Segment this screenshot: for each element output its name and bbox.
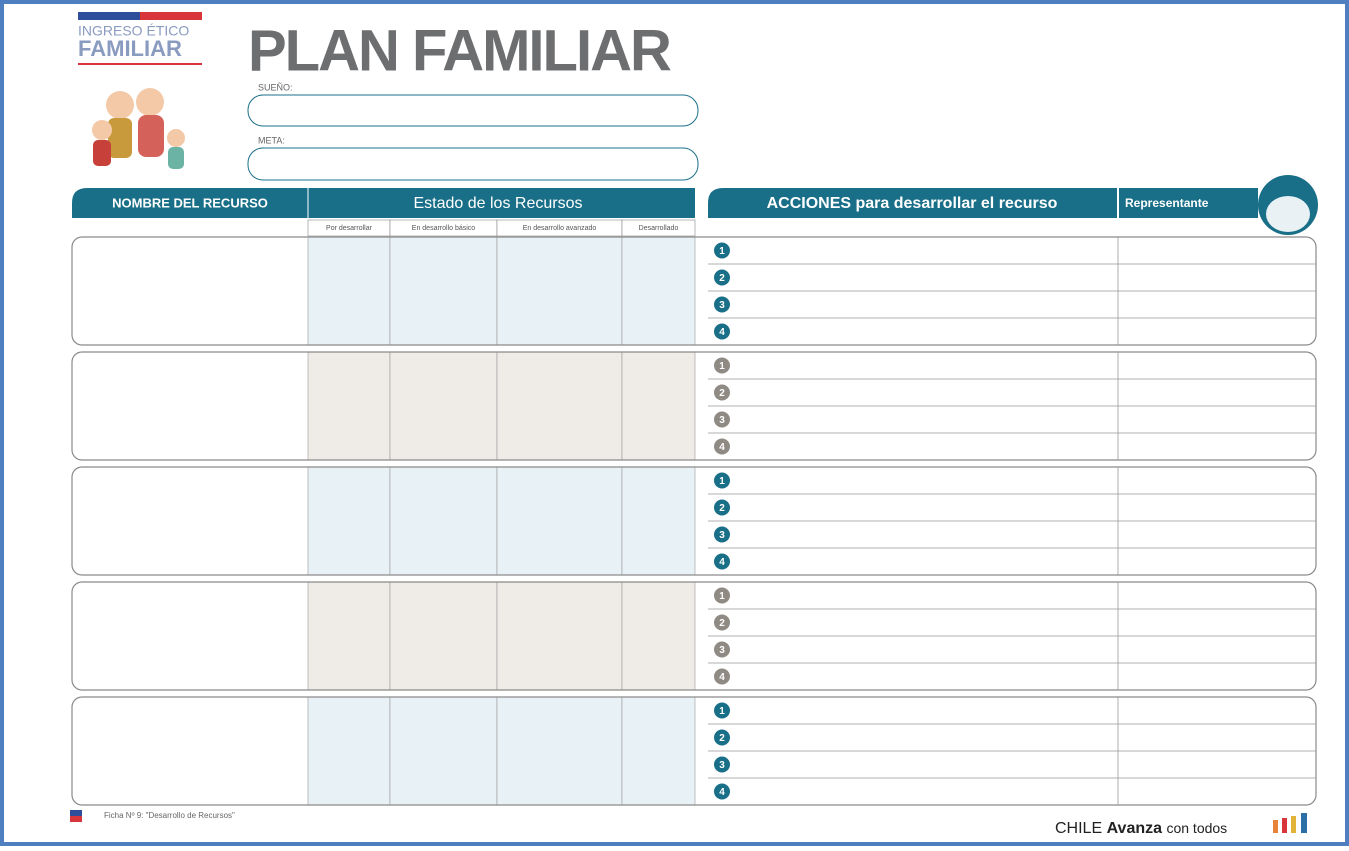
state-cell xyxy=(621,466,696,576)
state-cell xyxy=(307,351,391,461)
action-number: 3 xyxy=(719,415,725,426)
action-bullet xyxy=(714,756,730,773)
action-number: 3 xyxy=(719,300,725,311)
action-bullet xyxy=(714,614,730,631)
action-bullet xyxy=(714,526,730,543)
state-cell xyxy=(307,696,391,806)
state-cell xyxy=(621,236,696,346)
action-number: 1 xyxy=(719,361,725,372)
action-bullet xyxy=(714,553,730,570)
state-cell xyxy=(307,466,391,576)
action-number: 3 xyxy=(719,760,725,771)
state-cell xyxy=(389,466,498,576)
action-bullet xyxy=(714,411,730,428)
action-bullet xyxy=(714,641,730,658)
state-header: Estado de los Recursos xyxy=(414,195,583,212)
dream-field[interactable] xyxy=(247,94,699,127)
action-number: 2 xyxy=(719,618,725,629)
action-bullet xyxy=(714,357,730,374)
goal-field[interactable] xyxy=(247,147,699,181)
flag-blue xyxy=(78,12,140,20)
right-header-bar xyxy=(708,188,1258,218)
state-cell xyxy=(496,696,623,806)
state-col-label: Desarrollado xyxy=(639,225,679,232)
brand: CHILE Avanza con todos xyxy=(1055,820,1227,838)
action-bullet xyxy=(714,296,730,313)
action-number: 2 xyxy=(719,273,725,284)
brand-2: Avanza xyxy=(1107,820,1163,837)
state-cell xyxy=(307,236,391,346)
logo-top: INGRESO ÉTICO xyxy=(78,23,189,39)
action-bullet xyxy=(714,729,730,746)
family-illustration xyxy=(92,88,185,169)
state-cell xyxy=(389,236,498,346)
action-number: 4 xyxy=(719,442,725,453)
action-bullet xyxy=(714,438,730,455)
action-number: 4 xyxy=(719,557,725,568)
logo-rule xyxy=(78,63,202,65)
state-cell xyxy=(496,236,623,346)
brand-figures xyxy=(1273,813,1307,833)
footer-flag xyxy=(70,810,82,816)
footer-flag xyxy=(70,816,82,822)
action-number: 2 xyxy=(719,503,725,514)
brand-3: con todos xyxy=(1166,820,1227,836)
action-bullet xyxy=(714,269,730,286)
state-cell xyxy=(389,351,498,461)
goal-label: META: xyxy=(258,135,285,145)
state-cell xyxy=(621,581,696,691)
logo-main: FAMILIAR xyxy=(78,36,182,61)
action-bullet xyxy=(714,668,730,685)
action-number: 1 xyxy=(719,591,725,602)
actions-header: ACCIONES para desarrollar el recurso xyxy=(767,195,1058,212)
action-number: 2 xyxy=(719,388,725,399)
action-bullet xyxy=(714,499,730,516)
title: PLAN FAMILIAR xyxy=(248,18,671,83)
state-col-label: En desarrollo básico xyxy=(412,225,476,232)
state-col-label: En desarrollo avanzado xyxy=(523,225,597,232)
action-bullet xyxy=(714,323,730,340)
action-number: 4 xyxy=(719,327,725,338)
action-bullet xyxy=(714,702,730,719)
name-header: NOMBRE DEL RECURSO xyxy=(112,195,268,210)
face xyxy=(1266,196,1310,232)
state-cell xyxy=(496,466,623,576)
action-bullet xyxy=(714,384,730,401)
action-bullet xyxy=(714,242,730,259)
state-cell xyxy=(621,351,696,461)
state-cell xyxy=(496,351,623,461)
footer-note: Ficha Nº 9: "Desarrollo de Recursos" xyxy=(104,811,235,820)
state-cell xyxy=(496,581,623,691)
action-number: 1 xyxy=(719,246,725,257)
representative-header: Representante xyxy=(1125,196,1209,210)
state-col-label: Por desarrollar xyxy=(326,225,373,232)
action-number: 1 xyxy=(719,476,725,487)
action-number: 3 xyxy=(719,530,725,541)
action-bullet xyxy=(714,472,730,489)
action-number: 1 xyxy=(719,706,725,717)
action-number: 2 xyxy=(719,733,725,744)
action-number: 4 xyxy=(719,672,725,683)
state-cell xyxy=(389,581,498,691)
action-number: 4 xyxy=(719,787,725,798)
state-cell xyxy=(389,696,498,806)
state-col-header xyxy=(621,219,696,237)
dream-label: SUEÑO: xyxy=(258,82,293,92)
state-cell xyxy=(621,696,696,806)
action-number: 3 xyxy=(719,645,725,656)
action-bullet xyxy=(714,783,730,800)
flag-red xyxy=(140,12,202,20)
action-bullet xyxy=(714,587,730,604)
state-cell xyxy=(307,581,391,691)
brand-1: CHILE xyxy=(1055,820,1102,837)
left-header-bar xyxy=(72,188,695,218)
